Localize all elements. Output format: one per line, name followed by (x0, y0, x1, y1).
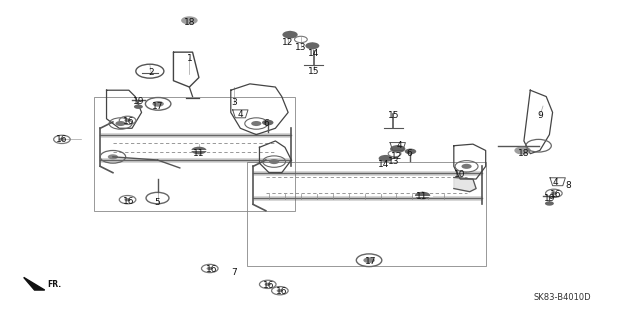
Circle shape (264, 283, 271, 286)
Text: 16: 16 (550, 190, 561, 199)
Text: 13: 13 (295, 43, 307, 52)
Text: 13: 13 (388, 157, 399, 166)
Text: 4: 4 (237, 109, 243, 118)
Circle shape (545, 201, 554, 206)
Text: 10: 10 (454, 170, 466, 179)
Text: 4: 4 (553, 178, 559, 187)
Text: FR.: FR. (47, 280, 61, 289)
Circle shape (207, 267, 213, 270)
Circle shape (415, 192, 430, 199)
Text: 6: 6 (263, 119, 269, 128)
Circle shape (181, 16, 198, 25)
Text: 12: 12 (391, 152, 402, 161)
Text: 14: 14 (378, 160, 389, 169)
Circle shape (282, 31, 298, 38)
Text: 8: 8 (566, 181, 572, 190)
Circle shape (461, 164, 472, 169)
Text: 11: 11 (416, 192, 428, 201)
Circle shape (515, 146, 531, 155)
Text: 18: 18 (518, 149, 530, 158)
Circle shape (134, 105, 143, 109)
Circle shape (269, 159, 279, 164)
Circle shape (305, 42, 319, 49)
Circle shape (379, 155, 393, 162)
Text: 3: 3 (231, 99, 237, 108)
Circle shape (404, 148, 416, 154)
Circle shape (390, 145, 405, 153)
Circle shape (115, 121, 125, 126)
Circle shape (124, 198, 131, 201)
Text: SK83-B4010D: SK83-B4010D (533, 293, 591, 302)
Text: 2: 2 (148, 68, 154, 77)
Text: 19: 19 (132, 97, 144, 106)
Text: 5: 5 (155, 198, 161, 207)
Text: 16: 16 (263, 281, 275, 290)
Circle shape (364, 257, 375, 263)
Text: 7: 7 (231, 268, 237, 277)
Circle shape (191, 147, 207, 154)
Text: 15: 15 (388, 111, 399, 120)
Text: 16: 16 (123, 197, 134, 206)
Text: 16: 16 (56, 135, 68, 144)
Text: 16: 16 (206, 265, 218, 274)
Text: 4: 4 (397, 141, 403, 150)
Circle shape (550, 192, 557, 195)
Text: 16: 16 (276, 287, 287, 296)
Text: 19: 19 (543, 194, 555, 203)
Text: 11: 11 (193, 149, 205, 158)
Text: 12: 12 (282, 38, 294, 47)
Circle shape (124, 119, 131, 122)
Text: 14: 14 (308, 49, 319, 58)
Polygon shape (24, 277, 45, 290)
Text: 17: 17 (152, 101, 163, 111)
Circle shape (251, 121, 261, 126)
Text: 15: 15 (308, 67, 319, 76)
Bar (246, 162, 486, 266)
Bar (94, 97, 294, 211)
Text: 18: 18 (184, 18, 195, 27)
Text: 16: 16 (123, 117, 134, 126)
Text: 6: 6 (406, 149, 412, 158)
Circle shape (59, 138, 65, 141)
Circle shape (262, 120, 273, 125)
Text: 1: 1 (186, 54, 192, 63)
Circle shape (108, 154, 118, 159)
Polygon shape (454, 178, 476, 192)
Circle shape (276, 289, 283, 292)
Text: 9: 9 (537, 111, 543, 120)
Text: 17: 17 (365, 257, 377, 266)
Circle shape (152, 101, 164, 107)
